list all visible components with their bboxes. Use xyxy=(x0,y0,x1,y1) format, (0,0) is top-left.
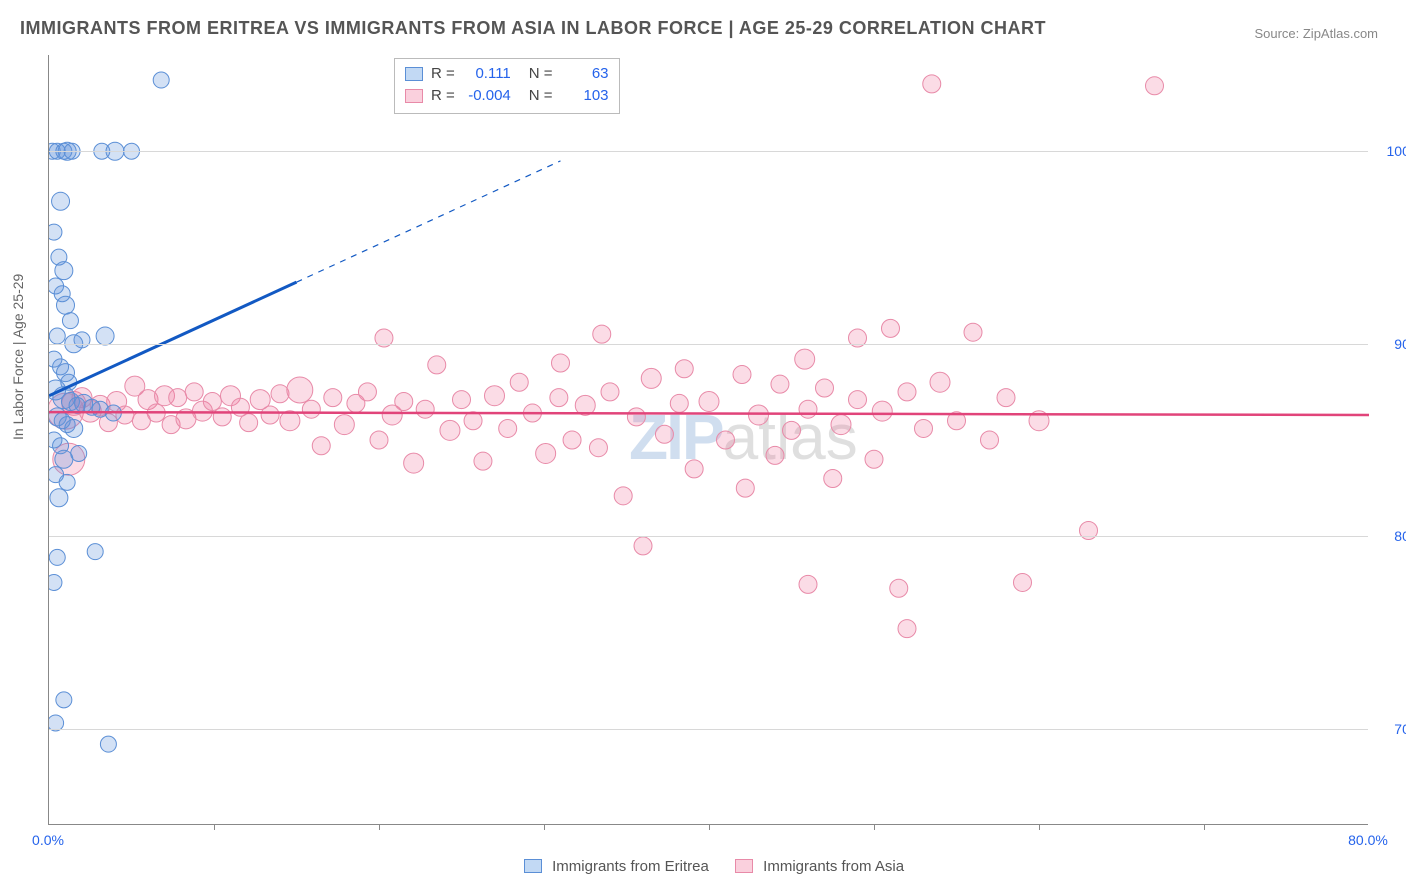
x-tick xyxy=(1039,824,1040,830)
gridline-h xyxy=(49,344,1368,345)
scatter-svg xyxy=(49,55,1369,825)
x-tick xyxy=(544,824,545,830)
y-tick-label: 70.0% xyxy=(1378,721,1406,737)
stats-row: R =-0.004N =103 xyxy=(405,85,609,107)
x-axis-labels: 0.0%80.0% xyxy=(48,832,1368,856)
plot-area: ZIPatlas R =0.111N =63R =-0.004N =103 70… xyxy=(48,55,1368,825)
y-axis-label: In Labor Force | Age 25-29 xyxy=(10,274,26,440)
bottom-legend: Immigrants from Eritrea Immigrants from … xyxy=(0,858,1406,875)
legend-label-asia: Immigrants from Asia xyxy=(763,858,904,875)
x-tick-label: 0.0% xyxy=(32,832,64,848)
x-tick xyxy=(709,824,710,830)
y-tick-label: 90.0% xyxy=(1378,336,1406,352)
gridline-h xyxy=(49,151,1368,152)
x-tick xyxy=(214,824,215,830)
gridline-h xyxy=(49,536,1368,537)
legend-label-eritrea: Immigrants from Eritrea xyxy=(552,858,709,875)
y-tick-label: 80.0% xyxy=(1378,528,1406,544)
x-tick xyxy=(379,824,380,830)
x-tick xyxy=(1204,824,1205,830)
source-attribution: Source: ZipAtlas.com xyxy=(1254,26,1378,41)
legend-swatch-asia xyxy=(735,859,753,873)
gridline-h xyxy=(49,729,1368,730)
correlation-stats-box: R =0.111N =63R =-0.004N =103 xyxy=(394,58,620,114)
y-tick-label: 100.0% xyxy=(1378,143,1406,159)
chart-title: IMMIGRANTS FROM ERITREA VS IMMIGRANTS FR… xyxy=(20,18,1046,39)
legend-swatch-eritrea xyxy=(524,859,542,873)
x-tick xyxy=(874,824,875,830)
x-tick-label: 80.0% xyxy=(1348,832,1388,848)
stats-row: R =0.111N =63 xyxy=(405,63,609,85)
